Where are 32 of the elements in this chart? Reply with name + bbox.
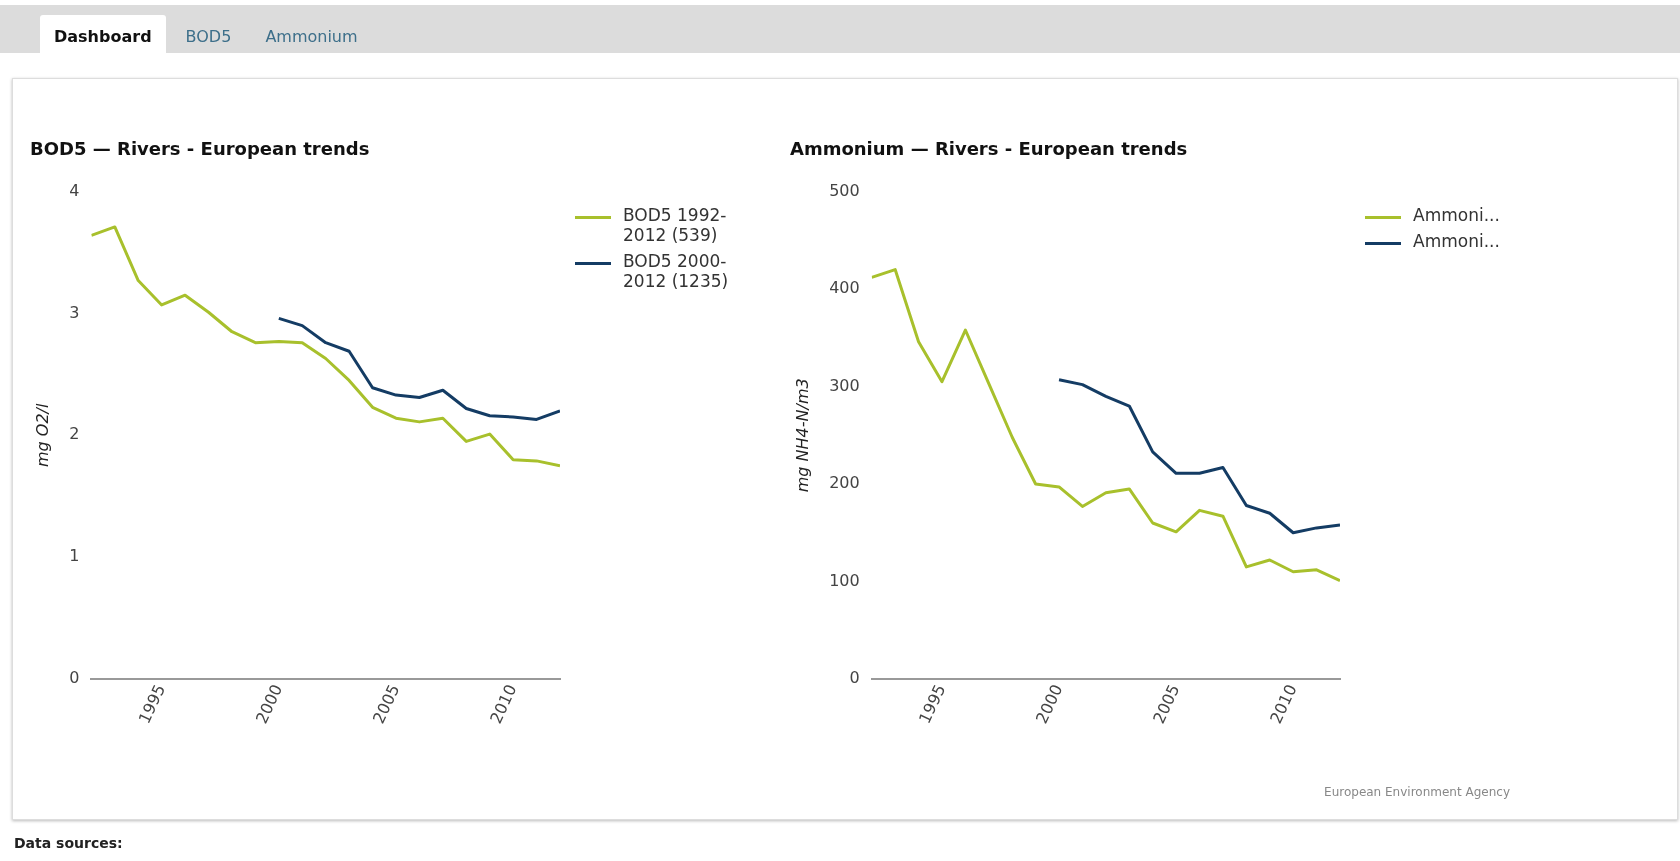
legend-label: Ammoni... (1413, 205, 1500, 225)
y-tick-label: 200 (829, 473, 860, 493)
y-tick-label: 1 (69, 546, 80, 566)
x-tick-label: 2010 (486, 681, 521, 727)
x-tick-label: 2000 (251, 681, 287, 727)
text: BOD5 (184, 26, 233, 48)
legend-label: BOD5 2000-2012 (1235) (623, 251, 730, 291)
y-axis-title: mg NH4-N/m3 (792, 378, 812, 493)
text: Data sources: (14, 835, 123, 851)
y-tick-label: 300 (829, 375, 860, 395)
text: European Environment Agency (1324, 785, 1510, 799)
x-tick-label: 1995 (134, 681, 170, 727)
chart-title: BOD5 — Rivers - European trends (30, 138, 370, 160)
y-axis-title: mg O2/l (32, 403, 52, 468)
text: Ammonium (264, 26, 359, 48)
y-tick-label: 400 (829, 278, 860, 298)
x-tick-label: 2010 (1266, 681, 1301, 727)
y-tick-label: 3 (69, 302, 80, 322)
y-tick-label: 0 (849, 668, 860, 688)
y-tick-label: 500 (829, 180, 860, 200)
chart-title: Ammonium — Rivers - European trends (790, 138, 1188, 160)
x-tick-label: 2005 (368, 681, 404, 727)
y-tick-label: 0 (69, 668, 80, 688)
y-tick-label: 2 (69, 424, 80, 444)
text: Dashboard (40, 15, 166, 53)
legend-label: Ammoni... (1413, 231, 1500, 251)
x-tick-label: 2005 (1149, 681, 1184, 727)
legend-label: BOD5 1992-2012 (539) (623, 205, 728, 245)
x-tick-label: 1995 (914, 681, 950, 727)
y-tick-label: 100 (829, 570, 860, 590)
x-tick-label: 2000 (1032, 681, 1067, 727)
y-tick-label: 4 (69, 180, 80, 200)
